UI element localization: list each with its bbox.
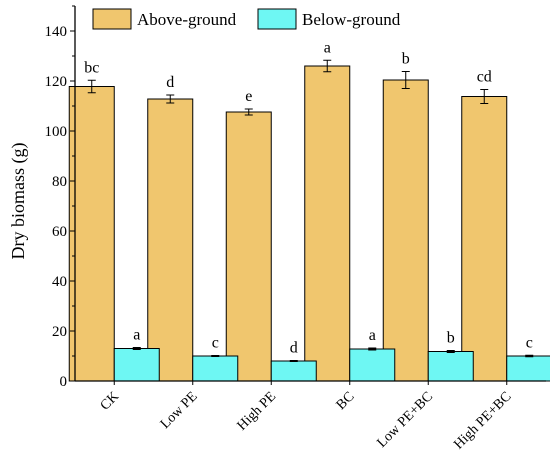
x-tick-label: High PE+BC	[451, 389, 514, 452]
legend-swatch-below-ground	[257, 8, 297, 30]
bar-below-ground	[192, 355, 239, 382]
legend-label-below-ground: Below-ground	[302, 10, 401, 29]
y-axis-title: Dry biomass (g)	[8, 143, 29, 260]
x-tick-label: Low PE+BC	[375, 389, 437, 451]
bar-below-ground	[506, 355, 550, 382]
bar-below-ground	[349, 348, 396, 382]
bar-above-ground	[304, 65, 351, 382]
bar-above-ground	[225, 111, 272, 382]
significance-label-above-ground: a	[324, 39, 331, 56]
significance-label-below-ground: b	[447, 330, 455, 347]
y-tick-label: 120	[45, 74, 68, 90]
y-tick-label: 20	[52, 324, 67, 340]
bar-above-ground	[68, 86, 115, 382]
significance-label-above-ground: b	[402, 51, 410, 68]
bar-above-ground	[147, 98, 194, 382]
x-tick-label: High PE	[235, 389, 279, 433]
bar-above-ground	[382, 79, 429, 382]
significance-label-above-ground: e	[245, 88, 252, 105]
y-tick-label: 40	[52, 274, 67, 290]
x-tick-label: BC	[334, 389, 358, 413]
significance-label-below-ground: d	[290, 340, 298, 357]
significance-label-below-ground: a	[133, 327, 140, 344]
significance-label-above-ground: d	[166, 74, 174, 91]
y-tick-label: 140	[45, 24, 68, 40]
significance-label-below-ground: c	[212, 335, 219, 352]
y-tick-label: 0	[60, 374, 68, 390]
x-tick-label: CK	[98, 389, 122, 413]
legend-label-above-ground: Above-ground	[137, 10, 237, 29]
significance-label-above-ground: bc	[84, 59, 99, 76]
legend: Above-ground Below-ground	[92, 8, 401, 30]
bar-below-ground	[427, 351, 474, 382]
significance-label-above-ground: cd	[477, 69, 492, 86]
y-tick-label: 80	[52, 174, 67, 190]
bar-below-ground	[270, 360, 317, 382]
significance-label-below-ground: a	[369, 327, 376, 344]
significance-label-below-ground: c	[526, 334, 533, 351]
x-tick-label: Low PE	[158, 389, 201, 432]
legend-swatch-above-ground	[92, 8, 132, 30]
bar-below-ground	[113, 348, 160, 382]
y-tick-label: 60	[52, 224, 67, 240]
y-tick-label: 100	[45, 124, 68, 140]
bar-above-ground	[461, 96, 508, 382]
